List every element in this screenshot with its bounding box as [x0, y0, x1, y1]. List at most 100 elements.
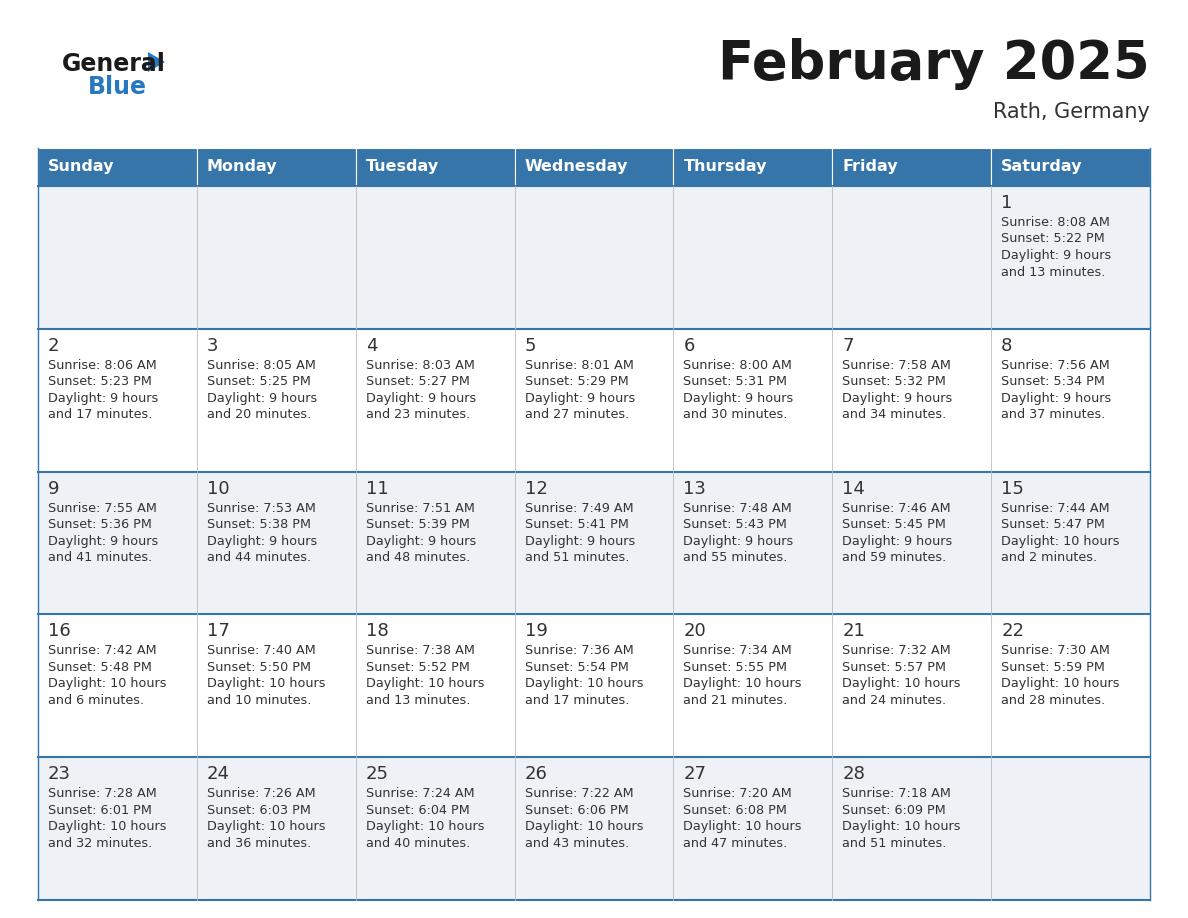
Text: Sunset: 5:54 PM: Sunset: 5:54 PM — [525, 661, 628, 674]
Text: Sunset: 5:43 PM: Sunset: 5:43 PM — [683, 518, 788, 532]
Text: Sunset: 5:22 PM: Sunset: 5:22 PM — [1001, 232, 1105, 245]
Text: 5: 5 — [525, 337, 536, 354]
Text: and 55 minutes.: and 55 minutes. — [683, 551, 788, 564]
Text: 21: 21 — [842, 622, 865, 641]
Text: Sunset: 5:47 PM: Sunset: 5:47 PM — [1001, 518, 1105, 532]
Text: 7: 7 — [842, 337, 854, 354]
Text: Sunset: 5:59 PM: Sunset: 5:59 PM — [1001, 661, 1105, 674]
Text: Sunrise: 7:49 AM: Sunrise: 7:49 AM — [525, 501, 633, 515]
Text: Sunset: 5:34 PM: Sunset: 5:34 PM — [1001, 375, 1105, 388]
Text: Daylight: 9 hours: Daylight: 9 hours — [1001, 249, 1112, 262]
Text: Sunset: 5:50 PM: Sunset: 5:50 PM — [207, 661, 311, 674]
Text: 17: 17 — [207, 622, 229, 641]
Text: Daylight: 9 hours: Daylight: 9 hours — [1001, 392, 1112, 405]
Bar — [38, 757, 1150, 900]
Text: Sunrise: 7:36 AM: Sunrise: 7:36 AM — [525, 644, 633, 657]
Text: 19: 19 — [525, 622, 548, 641]
Text: Daylight: 9 hours: Daylight: 9 hours — [525, 534, 634, 548]
Text: Friday: Friday — [842, 160, 898, 174]
Text: and 41 minutes.: and 41 minutes. — [48, 551, 152, 564]
Text: and 17 minutes.: and 17 minutes. — [525, 694, 628, 707]
Text: and 10 minutes.: and 10 minutes. — [207, 694, 311, 707]
Text: Sunset: 5:55 PM: Sunset: 5:55 PM — [683, 661, 788, 674]
Text: 27: 27 — [683, 766, 707, 783]
Text: Daylight: 10 hours: Daylight: 10 hours — [207, 820, 326, 834]
Text: 10: 10 — [207, 479, 229, 498]
Text: and 36 minutes.: and 36 minutes. — [207, 836, 311, 850]
Text: Daylight: 10 hours: Daylight: 10 hours — [842, 677, 961, 690]
Text: Daylight: 10 hours: Daylight: 10 hours — [842, 820, 961, 834]
Text: 4: 4 — [366, 337, 378, 354]
Text: 22: 22 — [1001, 622, 1024, 641]
Text: Sunrise: 7:38 AM: Sunrise: 7:38 AM — [366, 644, 474, 657]
Text: and 17 minutes.: and 17 minutes. — [48, 409, 152, 421]
Text: 18: 18 — [366, 622, 388, 641]
Text: Sunrise: 7:28 AM: Sunrise: 7:28 AM — [48, 788, 157, 800]
Text: and 20 minutes.: and 20 minutes. — [207, 409, 311, 421]
Text: Sunset: 5:48 PM: Sunset: 5:48 PM — [48, 661, 152, 674]
Text: Sunset: 5:57 PM: Sunset: 5:57 PM — [842, 661, 947, 674]
Text: Sunset: 5:52 PM: Sunset: 5:52 PM — [366, 661, 469, 674]
Text: Sunset: 5:25 PM: Sunset: 5:25 PM — [207, 375, 311, 388]
Text: Sunset: 6:09 PM: Sunset: 6:09 PM — [842, 803, 946, 817]
Text: Sunrise: 7:46 AM: Sunrise: 7:46 AM — [842, 501, 950, 515]
Text: Daylight: 10 hours: Daylight: 10 hours — [366, 677, 485, 690]
Text: Sunrise: 7:18 AM: Sunrise: 7:18 AM — [842, 788, 952, 800]
Text: Daylight: 9 hours: Daylight: 9 hours — [683, 392, 794, 405]
Text: Sunrise: 8:06 AM: Sunrise: 8:06 AM — [48, 359, 157, 372]
Bar — [833, 148, 991, 186]
Text: 11: 11 — [366, 479, 388, 498]
Text: 15: 15 — [1001, 479, 1024, 498]
Text: and 48 minutes.: and 48 minutes. — [366, 551, 470, 564]
Text: Daylight: 10 hours: Daylight: 10 hours — [525, 820, 643, 834]
Text: and 34 minutes.: and 34 minutes. — [842, 409, 947, 421]
Text: Sunset: 5:45 PM: Sunset: 5:45 PM — [842, 518, 946, 532]
Text: Sunrise: 8:01 AM: Sunrise: 8:01 AM — [525, 359, 633, 372]
Text: and 13 minutes.: and 13 minutes. — [1001, 265, 1106, 278]
Text: and 6 minutes.: and 6 minutes. — [48, 694, 144, 707]
Text: 8: 8 — [1001, 337, 1012, 354]
Text: Sunset: 5:36 PM: Sunset: 5:36 PM — [48, 518, 152, 532]
Text: Daylight: 10 hours: Daylight: 10 hours — [366, 820, 485, 834]
Text: and 51 minutes.: and 51 minutes. — [842, 836, 947, 850]
Text: Sunset: 6:04 PM: Sunset: 6:04 PM — [366, 803, 469, 817]
Text: and 24 minutes.: and 24 minutes. — [842, 694, 947, 707]
Text: Monday: Monday — [207, 160, 278, 174]
Text: February 2025: February 2025 — [719, 38, 1150, 90]
Text: Sunrise: 7:53 AM: Sunrise: 7:53 AM — [207, 501, 316, 515]
Text: Sunset: 6:06 PM: Sunset: 6:06 PM — [525, 803, 628, 817]
Text: 12: 12 — [525, 479, 548, 498]
Text: 6: 6 — [683, 337, 695, 354]
Text: Blue: Blue — [88, 75, 147, 99]
Text: Daylight: 9 hours: Daylight: 9 hours — [683, 534, 794, 548]
Text: and 32 minutes.: and 32 minutes. — [48, 836, 152, 850]
Text: Daylight: 10 hours: Daylight: 10 hours — [683, 677, 802, 690]
Text: Sunrise: 7:58 AM: Sunrise: 7:58 AM — [842, 359, 952, 372]
Text: Sunrise: 7:40 AM: Sunrise: 7:40 AM — [207, 644, 316, 657]
Bar — [38, 186, 1150, 329]
Bar — [197, 148, 355, 186]
Text: and 23 minutes.: and 23 minutes. — [366, 409, 470, 421]
Text: Sunset: 6:03 PM: Sunset: 6:03 PM — [207, 803, 311, 817]
Bar — [514, 148, 674, 186]
Text: Sunset: 6:01 PM: Sunset: 6:01 PM — [48, 803, 152, 817]
Text: 23: 23 — [48, 766, 71, 783]
Text: Sunrise: 7:26 AM: Sunrise: 7:26 AM — [207, 788, 316, 800]
Bar — [991, 148, 1150, 186]
Text: Daylight: 10 hours: Daylight: 10 hours — [207, 677, 326, 690]
Text: and 37 minutes.: and 37 minutes. — [1001, 409, 1106, 421]
Text: and 51 minutes.: and 51 minutes. — [525, 551, 628, 564]
Text: Sunset: 6:08 PM: Sunset: 6:08 PM — [683, 803, 788, 817]
Text: Sunrise: 7:34 AM: Sunrise: 7:34 AM — [683, 644, 792, 657]
Polygon shape — [148, 52, 165, 72]
Text: Sunrise: 7:44 AM: Sunrise: 7:44 AM — [1001, 501, 1110, 515]
Bar — [674, 148, 833, 186]
Text: and 27 minutes.: and 27 minutes. — [525, 409, 628, 421]
Text: Sunset: 5:31 PM: Sunset: 5:31 PM — [683, 375, 788, 388]
Text: 25: 25 — [366, 766, 388, 783]
Text: 13: 13 — [683, 479, 707, 498]
Text: 1: 1 — [1001, 194, 1012, 212]
Text: Daylight: 10 hours: Daylight: 10 hours — [525, 677, 643, 690]
Text: and 30 minutes.: and 30 minutes. — [683, 409, 788, 421]
Text: 24: 24 — [207, 766, 229, 783]
